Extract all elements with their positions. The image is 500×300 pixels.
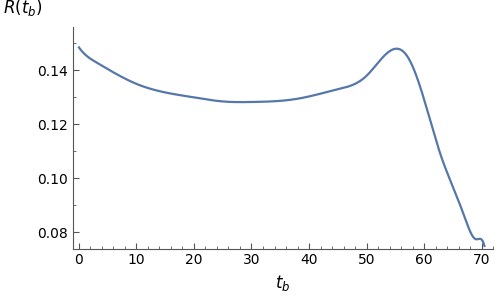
Y-axis label: $R(t_b)$: $R(t_b)$	[3, 0, 42, 18]
X-axis label: $t_b$: $t_b$	[276, 273, 291, 293]
